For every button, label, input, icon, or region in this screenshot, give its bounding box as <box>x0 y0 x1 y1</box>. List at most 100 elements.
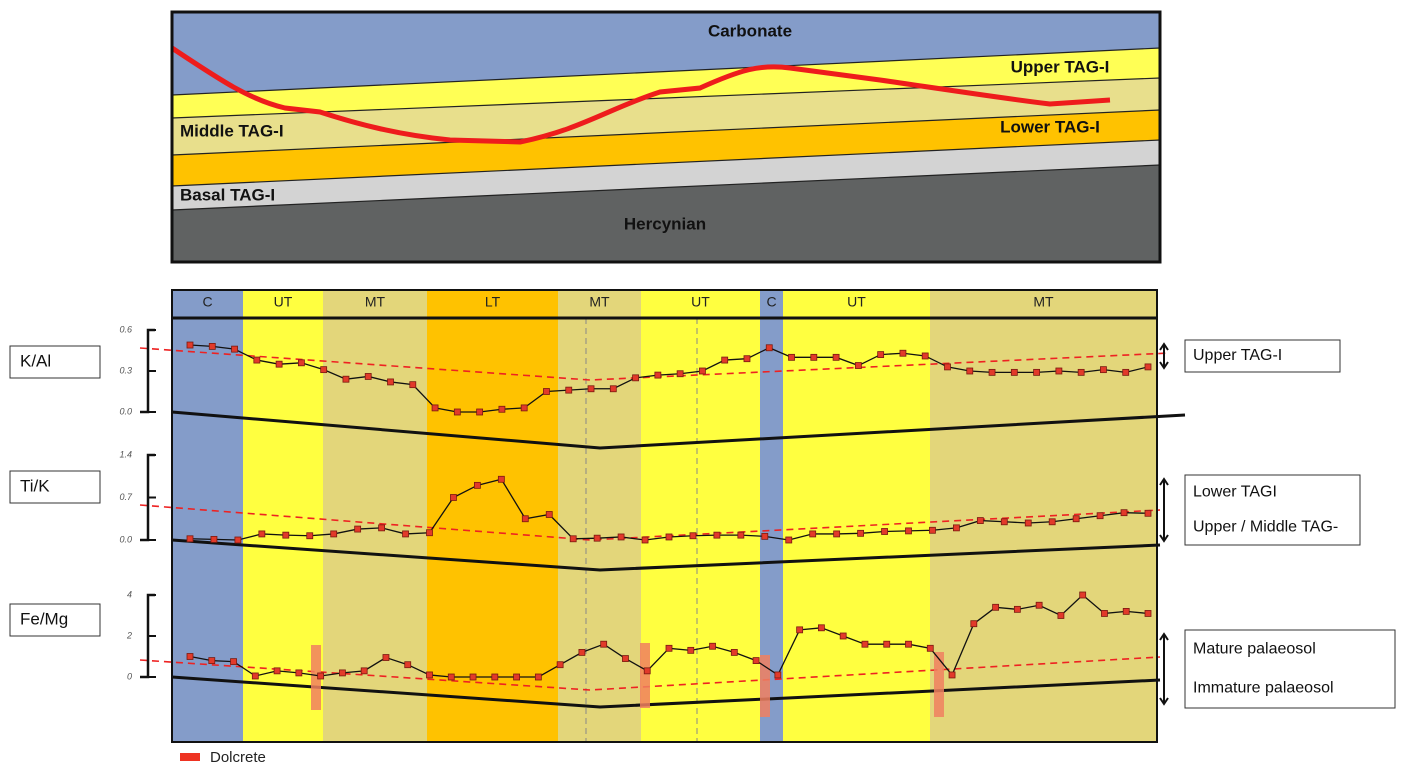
zone-label: C <box>766 294 776 310</box>
data-point <box>432 405 438 411</box>
data-point <box>666 534 672 540</box>
zone-label: MT <box>589 294 610 310</box>
data-point <box>762 533 768 539</box>
data-point <box>618 534 624 540</box>
diagram: Carbonate Upper TAG-I Middle TAG-I Lower… <box>0 0 1410 777</box>
cross-section: Carbonate Upper TAG-I Middle TAG-I Lower… <box>172 12 1160 262</box>
data-point <box>543 389 549 395</box>
data-point <box>766 345 772 351</box>
data-point <box>307 533 313 539</box>
profile-label: Fe/Mg <box>20 609 68 628</box>
zone-label: C <box>202 294 212 310</box>
zone <box>641 290 760 742</box>
data-point <box>365 373 371 379</box>
tick-label: 4 <box>127 589 132 599</box>
data-point <box>944 364 950 370</box>
data-point <box>209 658 215 664</box>
data-point <box>929 527 935 533</box>
zone-label: MT <box>365 294 386 310</box>
layer-label: Basal TAG-I <box>180 185 275 204</box>
zone <box>172 290 243 742</box>
data-point <box>1145 610 1151 616</box>
data-point <box>211 536 217 542</box>
layer-label: Carbonate <box>708 21 792 40</box>
data-point <box>252 673 258 679</box>
data-point <box>878 352 884 358</box>
data-point <box>753 658 759 664</box>
data-point <box>405 662 411 668</box>
data-point <box>775 672 781 678</box>
note: Upper TAG-I <box>1193 347 1282 364</box>
legend-label: Dolcrete <box>210 749 266 766</box>
data-point <box>231 659 237 665</box>
data-point <box>1145 364 1151 370</box>
data-point <box>666 645 672 651</box>
data-point <box>1121 510 1127 516</box>
tick-label: 0.3 <box>119 365 132 375</box>
data-point <box>949 672 955 678</box>
data-point <box>570 536 576 542</box>
data-point <box>1101 610 1107 616</box>
data-point <box>1049 519 1055 525</box>
note: Lower TAGI <box>1193 484 1277 501</box>
data-point <box>677 371 683 377</box>
data-point <box>557 662 563 668</box>
data-point <box>499 406 505 412</box>
arrows <box>1160 344 1168 368</box>
data-point <box>900 350 906 356</box>
data-point <box>579 649 585 655</box>
data-point <box>858 530 864 536</box>
profile-label: Ti/K <box>20 476 50 495</box>
data-point <box>235 537 241 543</box>
data-point <box>927 645 933 651</box>
data-point <box>882 529 888 535</box>
data-point <box>1123 369 1129 375</box>
data-point <box>797 627 803 633</box>
data-point <box>343 376 349 382</box>
data-point <box>633 375 639 381</box>
data-point <box>610 386 616 392</box>
data-point <box>977 518 983 524</box>
note: Upper / Middle TAG- <box>1193 519 1338 536</box>
zone <box>558 290 641 742</box>
zone-label: LT <box>485 294 501 310</box>
data-point <box>840 633 846 639</box>
data-point <box>855 363 861 369</box>
data-point <box>379 525 385 531</box>
data-point <box>1073 516 1079 522</box>
note: Immature palaeosol <box>1193 680 1334 697</box>
data-point <box>450 495 456 501</box>
data-point <box>1123 608 1129 614</box>
data-point <box>789 354 795 360</box>
tick-label: 0.0 <box>119 406 132 416</box>
data-point <box>644 668 650 674</box>
data-point <box>477 409 483 415</box>
data-point <box>410 382 416 388</box>
tick-label: 0 <box>127 671 132 681</box>
data-point <box>514 674 520 680</box>
data-point <box>967 368 973 374</box>
data-point <box>601 641 607 647</box>
data-point <box>862 641 868 647</box>
data-point <box>498 476 504 482</box>
data-point <box>1011 369 1017 375</box>
data-point <box>922 353 928 359</box>
data-point <box>276 361 282 367</box>
data-point <box>1014 606 1020 612</box>
data-point <box>738 532 744 538</box>
data-point <box>318 673 324 679</box>
data-point <box>1097 513 1103 519</box>
profile-label: K/Al <box>20 351 51 370</box>
data-point <box>566 387 572 393</box>
data-point <box>283 532 289 538</box>
data-point <box>833 354 839 360</box>
data-point <box>588 386 594 392</box>
legend-swatch <box>180 753 200 761</box>
data-point <box>454 409 460 415</box>
data-point <box>259 531 265 537</box>
data-point <box>274 668 280 674</box>
tick-label: 0.0 <box>119 534 132 544</box>
data-point <box>232 346 238 352</box>
data-point <box>321 367 327 373</box>
data-point <box>953 525 959 531</box>
